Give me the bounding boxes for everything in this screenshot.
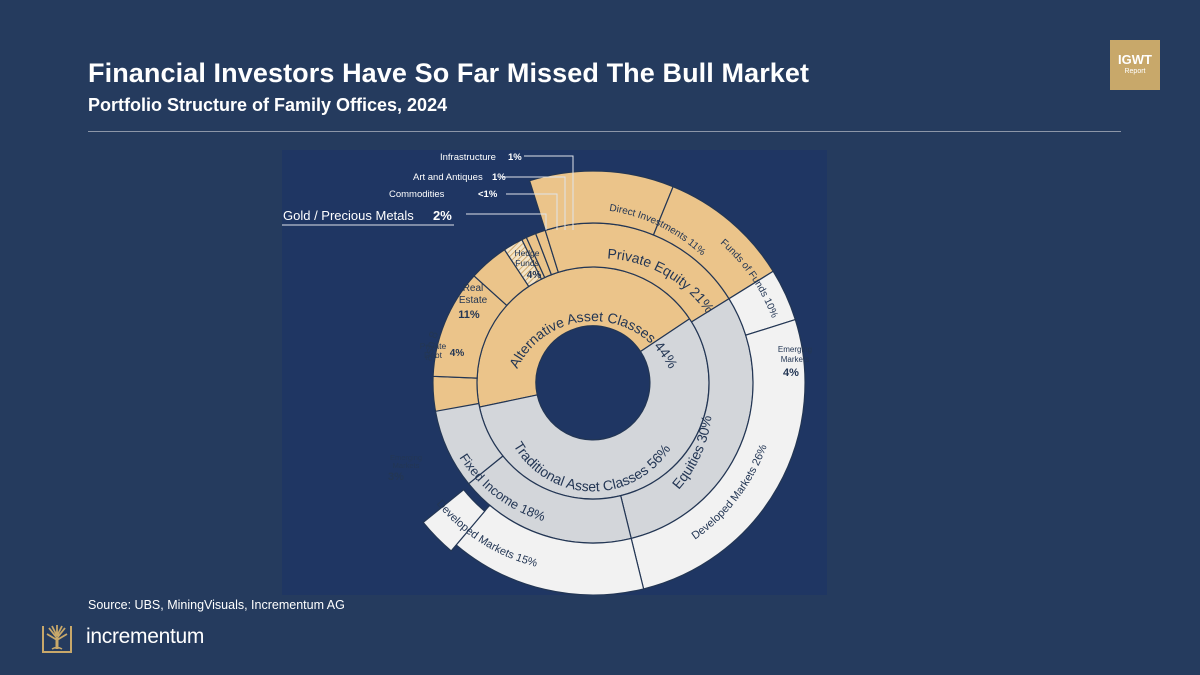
brand-wordmark: incrementum [86,625,205,648]
leader-line [506,193,558,230]
sunburst-chart: Alternative Asset Classes 44%Traditional… [282,150,812,595]
label-real-estate-pct: 11% [458,309,480,321]
label-art-and-antiques-pct: 1% [492,172,506,183]
label-fixed-income-emerging-markets: Emerging [390,453,422,462]
label-gold-precious-metals: Gold / Precious Metals [283,208,414,223]
label-private-debt: Debt [424,350,443,360]
label-infrastructure: Infrastructure [440,152,496,163]
leader-lines [282,155,574,230]
igwt-report-badge: IGWT Report [1110,40,1160,90]
label-private-debt-pct: 4% [450,348,465,359]
label-commodities: Commodities [389,189,445,200]
page-subtitle: Portfolio Structure of Family Offices, 2… [88,95,448,115]
label-private-debt: Private [420,341,447,351]
label-art-and-antiques: Art and Antiques [413,172,483,183]
label-hedge-funds: Funds [515,258,539,268]
page-title: Financial Investors Have So Far Missed T… [88,58,810,88]
label-equities-emerging-markets: Emerging [778,345,812,354]
label-commodities-pct: <1% [478,189,498,200]
label-infrastructure-pct: 1% [508,152,522,163]
segment-cash [434,402,504,485]
source-note: Source: UBS, MiningVisuals, Incrementum … [88,598,345,612]
leader-line [466,213,547,230]
label-equities-emerging-markets-pct: 4% [783,367,799,379]
leader-line [502,176,566,230]
title-divider [88,131,1121,132]
incrementum-tree-icon [42,625,72,653]
label-real-estate: Estate [459,295,488,306]
badge-sub-text: Report [1124,68,1146,75]
sunburst-chart-panel: Alternative Asset Classes 44% Traditional… [282,150,827,595]
label-fixed-income-emerging-markets-pct: 3% [388,471,404,483]
label-fixed-income-emerging-markets: Markets [393,461,420,470]
label-real-estate: Real [463,283,484,294]
leader-line [524,155,574,230]
segment-fixed-income-emerging-markets [422,488,486,552]
badge-main-text: IGWT [1118,52,1152,67]
label-equities-emerging-markets: Markets [781,355,809,364]
label-hedge-funds-pct: 4% [527,270,542,281]
label-gold-precious-metals-pct: 2% [433,208,452,223]
sunburst-rings [422,170,806,595]
label-hedge-funds: Hedge [514,248,539,258]
